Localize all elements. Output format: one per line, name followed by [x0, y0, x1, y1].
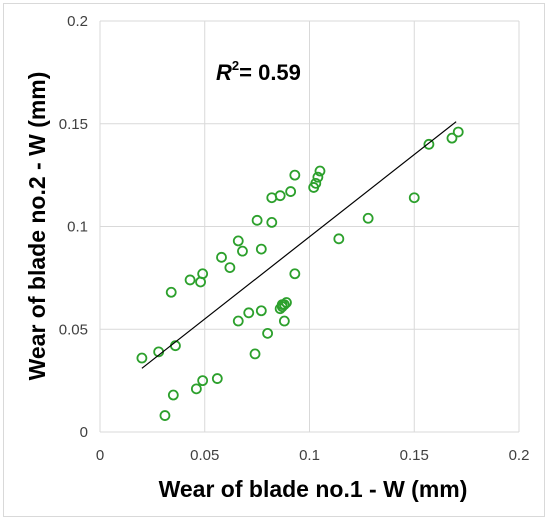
data-point	[232, 315, 244, 327]
data-point	[249, 348, 261, 360]
data-point	[255, 243, 267, 255]
r-squared-value: = 0.59	[239, 60, 301, 85]
data-point	[184, 274, 196, 286]
data-point	[281, 297, 292, 308]
data-point	[211, 373, 223, 384]
data-point	[165, 286, 177, 298]
data-point	[312, 171, 324, 183]
data-point	[251, 214, 263, 226]
x-tick-label: 0.15	[400, 447, 429, 464]
y-axis-label: Wear of blade no.2 - W (mm)	[24, 72, 50, 381]
r-symbol: R	[216, 60, 232, 85]
data-points	[136, 126, 464, 421]
data-point	[266, 216, 278, 228]
data-point	[232, 235, 244, 247]
x-tick-label: 0.2	[509, 447, 530, 464]
data-point	[423, 138, 435, 150]
data-point	[274, 190, 286, 202]
x-tick-label: 0	[96, 447, 104, 464]
r-superscript: 2	[232, 58, 239, 73]
data-point	[167, 389, 179, 401]
data-point	[224, 262, 236, 274]
data-point	[310, 177, 322, 189]
data-point	[197, 375, 209, 387]
data-point	[243, 307, 255, 319]
data-point	[289, 169, 301, 181]
tick-labels: 0 0.05 0.1 0.15 0.2 0 0.05 0.1 0.15 0.2	[59, 13, 530, 464]
y-tick-label: 0.15	[59, 116, 88, 133]
data-point	[278, 299, 290, 310]
trendline	[141, 121, 457, 369]
r-squared-annotation: R2= 0.59	[216, 58, 301, 85]
data-point	[197, 268, 209, 280]
data-point	[446, 132, 458, 144]
data-point	[452, 126, 464, 138]
data-point	[216, 251, 227, 263]
data-point	[136, 352, 148, 364]
y-tick-label: 0.05	[59, 321, 88, 338]
x-axis-label: Wear of blade no.1 - W (mm)	[159, 476, 468, 502]
chart-frame	[3, 3, 545, 517]
data-point	[255, 305, 267, 317]
x-tick-label: 0.05	[190, 447, 219, 464]
y-tick-label: 0.1	[67, 219, 88, 236]
data-point	[159, 410, 171, 421]
grid-lines	[99, 20, 520, 433]
data-point	[289, 268, 301, 280]
data-point	[190, 383, 202, 395]
trendline-group	[141, 121, 457, 369]
data-point	[262, 327, 274, 339]
data-point	[314, 165, 326, 177]
data-point	[408, 192, 420, 204]
data-point	[362, 212, 374, 224]
y-tick-label: 0.2	[67, 13, 88, 30]
y-tick-label: 0	[80, 424, 88, 441]
data-point	[237, 245, 248, 257]
data-point	[285, 186, 297, 197]
data-point	[278, 315, 290, 327]
x-tick-label: 0.1	[299, 447, 320, 464]
data-point	[333, 233, 345, 245]
